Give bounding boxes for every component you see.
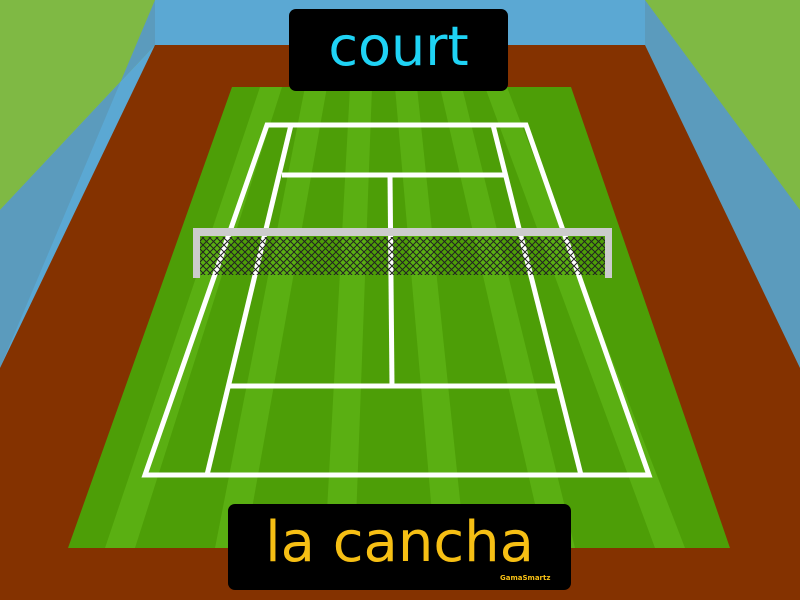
english-word-label: court — [289, 9, 508, 91]
spanish-word: la cancha — [265, 510, 534, 575]
watermark: GamaSmartz — [500, 574, 550, 582]
tennis-net-icon — [193, 228, 612, 278]
english-word: court — [328, 15, 468, 78]
